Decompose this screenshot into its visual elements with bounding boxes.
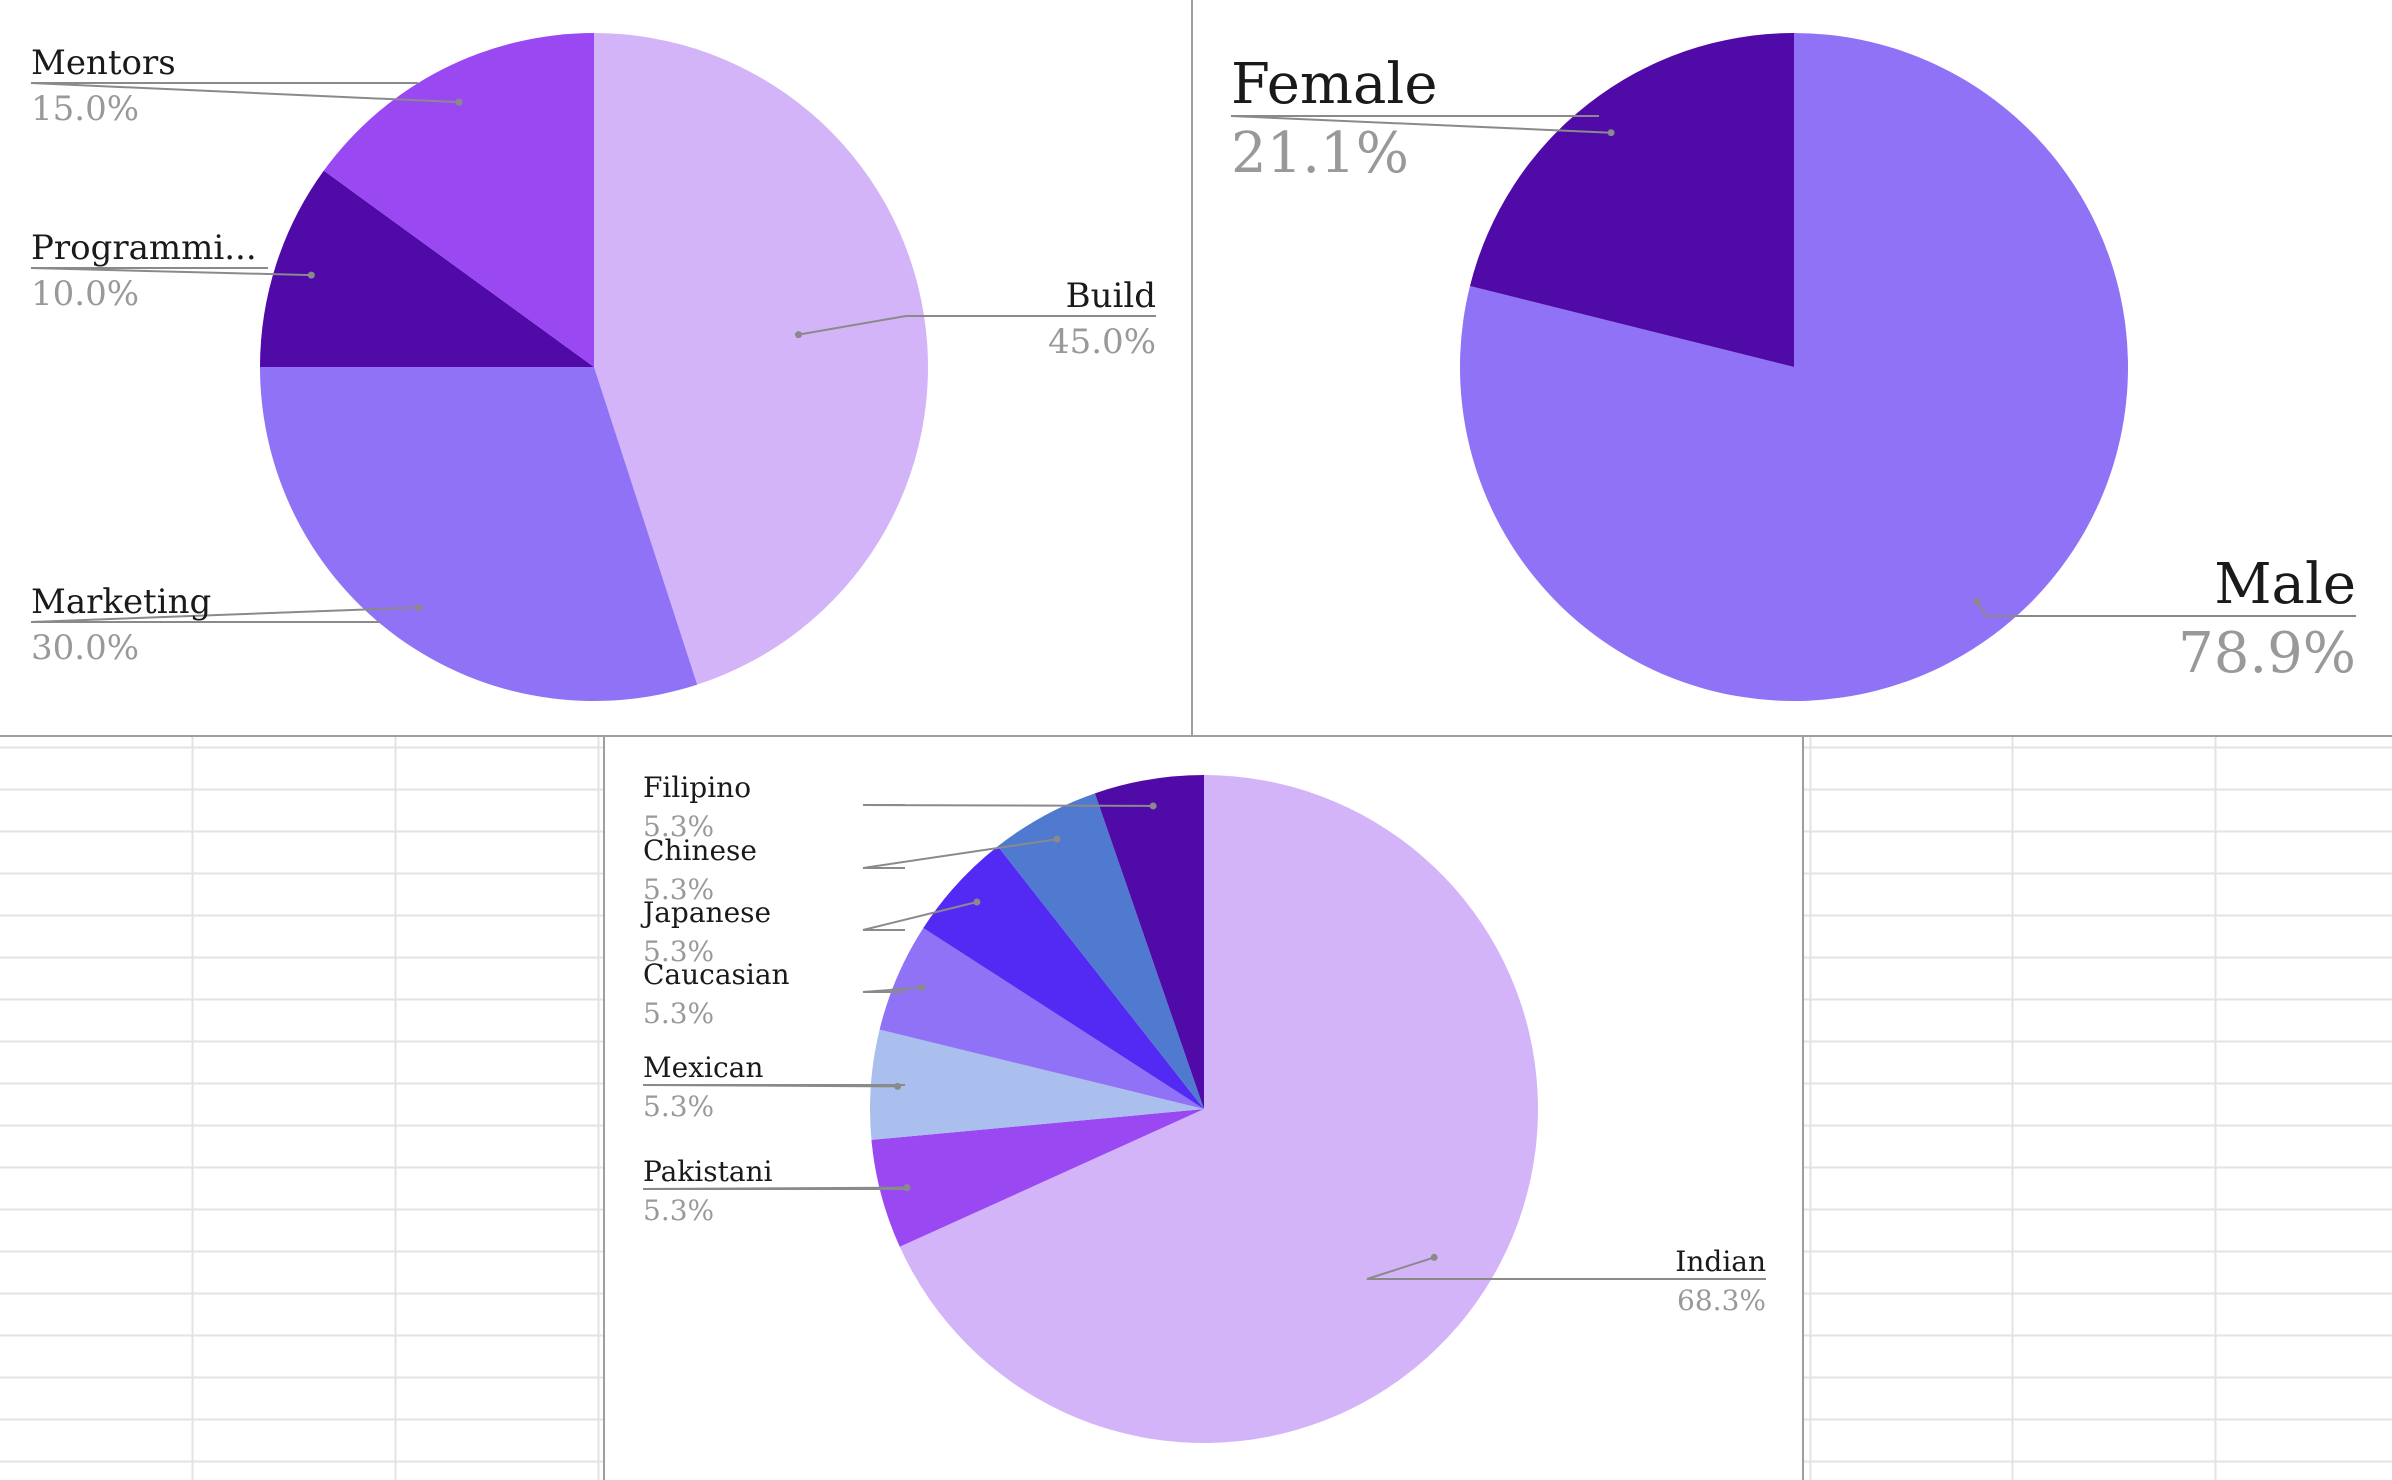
slice-value-build: 45.0% xyxy=(1048,322,1156,362)
chart-divider-vertical xyxy=(1191,0,1193,736)
leader-dot-marketing xyxy=(415,603,423,611)
slice-label-mexican: Mexican xyxy=(643,1051,763,1084)
leader-line-mexican xyxy=(642,1084,905,1088)
leader-line-filipino xyxy=(862,804,1154,807)
roles-pie-svg: Build 45.0% Marketing 30.0% Programmi... 10.0… xyxy=(30,33,1156,702)
leader-line-japanese xyxy=(862,901,978,931)
leader-dot-caucasian xyxy=(918,984,926,992)
leader-line-programmi xyxy=(30,267,312,277)
pie-slice-filipino[interactable] xyxy=(1094,775,1204,1109)
slice-value-mentors: 15.0% xyxy=(31,89,139,129)
slice-value-japanese: 5.3% xyxy=(643,935,714,968)
pie-slice-female[interactable] xyxy=(1469,33,1794,367)
leader-dot-male xyxy=(1973,597,1981,605)
leader-line-female xyxy=(1230,115,1612,134)
leader-line-male xyxy=(1976,600,2356,617)
leader-dot-female xyxy=(1607,129,1615,137)
slice-value-mexican: 5.3% xyxy=(643,1090,714,1123)
slice-value-chinese: 5.3% xyxy=(643,873,714,906)
ethnicity-pie-svg: Indian68.3%Pakistani5.3%Mexican5.3%Cauca… xyxy=(640,771,1766,1443)
leader-dot-build xyxy=(795,331,803,339)
slice-value-filipino: 5.3% xyxy=(643,810,714,843)
slice-label-female: Female xyxy=(1231,52,1437,117)
slice-label-japanese: Japanese xyxy=(640,896,771,929)
slice-label-build: Build xyxy=(1066,276,1156,316)
pie-slice-mexican[interactable] xyxy=(870,1029,1204,1140)
slice-value-programmi: 10.0% xyxy=(31,274,139,314)
pie-slice-build[interactable] xyxy=(594,33,928,685)
gender-pie-chart[interactable]: Male 78.9% Female 21.1% xyxy=(1193,0,2392,734)
slice-value-indian: 68.3% xyxy=(1677,1284,1766,1317)
slice-value-marketing: 30.0% xyxy=(31,628,139,668)
pie-slice-mentors[interactable] xyxy=(323,33,594,367)
slice-label-chinese: Chinese xyxy=(643,834,757,867)
slice-label-programmi: Programmi... xyxy=(31,228,257,268)
leader-dot-chinese xyxy=(1053,835,1061,843)
leader-dot-mexican xyxy=(894,1082,902,1090)
slice-value-male: 78.9% xyxy=(2178,621,2356,686)
slice-label-marketing: Marketing xyxy=(31,582,211,622)
leader-dot-japanese xyxy=(973,898,981,906)
chart-divider-horizontal xyxy=(0,735,2392,737)
pie-slice-pakistani[interactable] xyxy=(871,1109,1204,1247)
slice-label-filipino: Filipino xyxy=(643,771,751,804)
slice-value-pakistani: 5.3% xyxy=(643,1194,714,1227)
leader-line-pakistani xyxy=(642,1186,907,1190)
ethnicity-pie-chart[interactable]: Indian 68.3% Pakistani 5.3% Mexican 5.3% Cauca… xyxy=(603,737,1804,1480)
leader-line-build xyxy=(798,315,1156,336)
leader-line-chinese xyxy=(862,838,1058,869)
slice-label-mentors: Mentors xyxy=(31,43,176,83)
leader-dot-programmi xyxy=(307,271,315,279)
pie-slice-programmi[interactable] xyxy=(260,170,594,367)
leader-dot-filipino xyxy=(1149,802,1157,810)
slice-label-male: Male xyxy=(2214,552,2356,617)
slice-label-caucasian: Caucasian xyxy=(643,958,790,991)
leader-dot-pakistani xyxy=(903,1184,911,1192)
roles-pie-chart[interactable]: Build 45.0% Marketing 30.0% Programmi... 10.0… xyxy=(0,0,1192,734)
slice-value-female: 21.1% xyxy=(1231,121,1409,186)
pie-slice-chinese[interactable] xyxy=(997,793,1204,1109)
slice-label-pakistani: Pakistani xyxy=(643,1155,773,1188)
leader-line-indian xyxy=(1366,1256,1766,1280)
leader-line-marketing xyxy=(30,606,420,623)
slice-label-indian: Indian xyxy=(1675,1245,1766,1278)
leader-line-mentors xyxy=(30,82,460,104)
pie-slice-caucasian[interactable] xyxy=(879,927,1204,1109)
slice-value-caucasian: 5.3% xyxy=(643,997,714,1030)
pie-slice-marketing[interactable] xyxy=(260,367,698,702)
leader-dot-indian xyxy=(1430,1253,1438,1261)
pie-slice-japanese[interactable] xyxy=(923,846,1204,1109)
leader-line-caucasian xyxy=(862,986,922,993)
leader-dot-mentors xyxy=(455,98,463,106)
